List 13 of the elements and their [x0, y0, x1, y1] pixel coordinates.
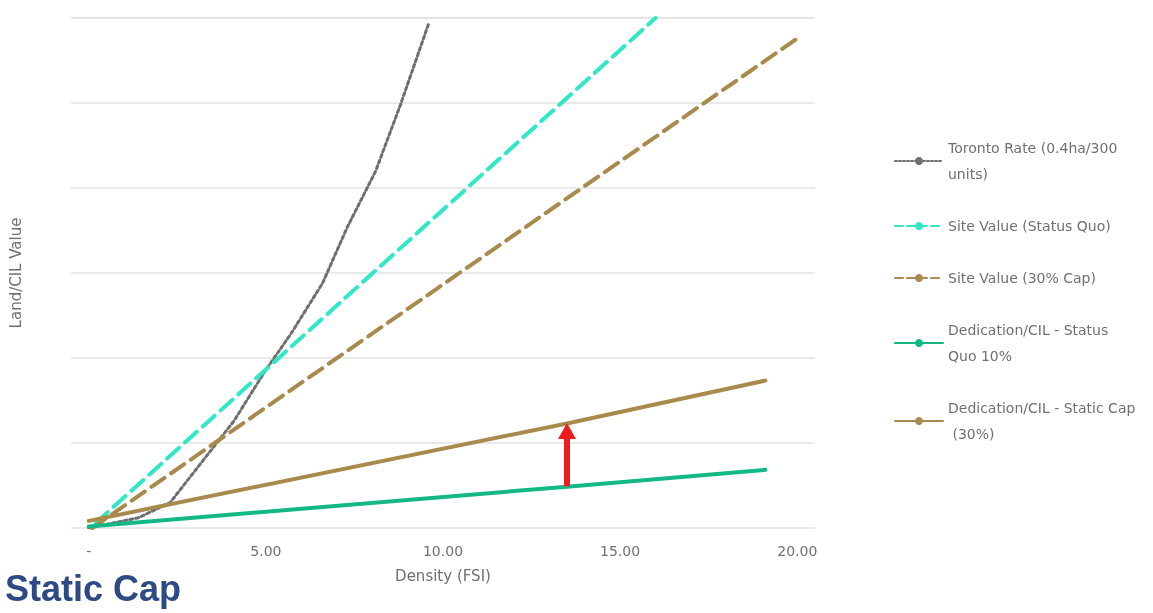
legend-label: Site Value (Status Quo)	[948, 218, 1111, 234]
x-tick-label: 15.00	[600, 543, 641, 559]
x-tick-label: 20.00	[777, 543, 818, 559]
y-axis-title: Land/CIL Value	[6, 217, 25, 329]
text: Static Cap	[5, 567, 182, 609]
x-tick-label: -	[86, 543, 92, 559]
legend-label: Site Value (30% Cap)	[948, 270, 1096, 286]
legend-label: Dedication/CIL - Status Quo 10%	[948, 322, 1113, 364]
legend-label: Toronto Rate (0.4ha/300 units)	[947, 140, 1122, 182]
x-tick-label: 10.00	[422, 543, 464, 559]
x-axis-title: Density (FSI)	[395, 566, 491, 585]
legend-label: Dedication/CIL - Static Cap (30%)	[948, 400, 1136, 442]
x-tick-label: 5.00	[250, 543, 282, 559]
